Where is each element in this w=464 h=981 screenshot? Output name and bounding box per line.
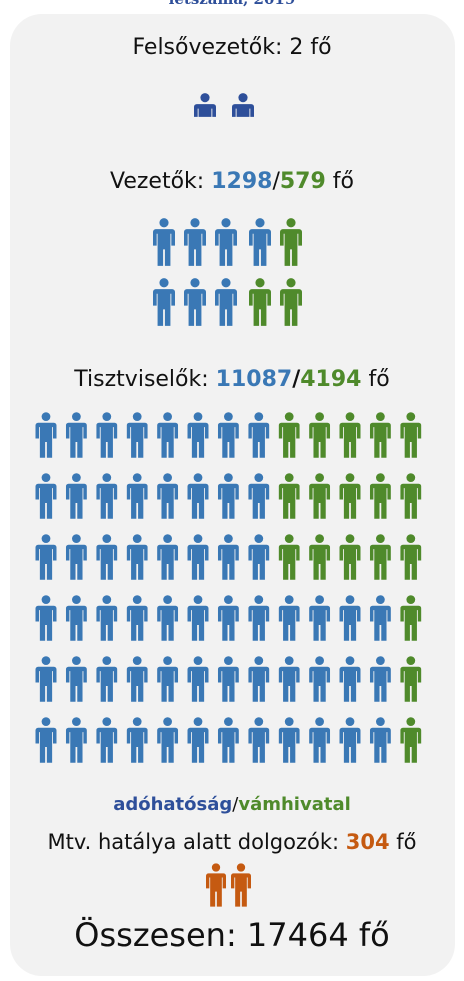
separator: / bbox=[232, 794, 239, 815]
label: Felsővezetők: bbox=[132, 35, 289, 60]
value: 579 bbox=[280, 169, 326, 194]
value: 11087 bbox=[216, 367, 293, 392]
separator: / bbox=[292, 367, 301, 392]
legend-a: adóhatóság bbox=[113, 794, 232, 815]
label: Tisztviselők: bbox=[73, 367, 215, 392]
section-heading: Vezetők: 1298/579 fő bbox=[110, 169, 354, 194]
label: Vezetők: bbox=[110, 169, 211, 194]
value: 304 bbox=[346, 830, 390, 854]
label: Mtv. hatálya alatt dolgozók: bbox=[47, 830, 345, 854]
total: Összesen: 17464 fő bbox=[74, 916, 389, 954]
legend: adóhatóság/vámhivatal bbox=[113, 794, 351, 815]
value: 2 bbox=[289, 35, 303, 60]
unit: fő bbox=[361, 367, 389, 392]
mtv-heading: Mtv. hatálya alatt dolgozók: 304 fő bbox=[47, 830, 416, 854]
unit: fő bbox=[326, 169, 354, 194]
value: 1298 bbox=[211, 169, 272, 194]
unit: fő bbox=[303, 35, 331, 60]
separator: / bbox=[272, 169, 280, 194]
section-heading: Felsővezetők: 2 fő bbox=[132, 35, 331, 60]
header-title: létszáma, 2019 bbox=[169, 0, 296, 8]
legend-b: vámhivatal bbox=[238, 794, 350, 815]
unit: fő bbox=[390, 830, 417, 854]
section-heading: Tisztviselők: 11087/4194 fő bbox=[73, 367, 389, 392]
value: 4194 bbox=[300, 367, 361, 392]
